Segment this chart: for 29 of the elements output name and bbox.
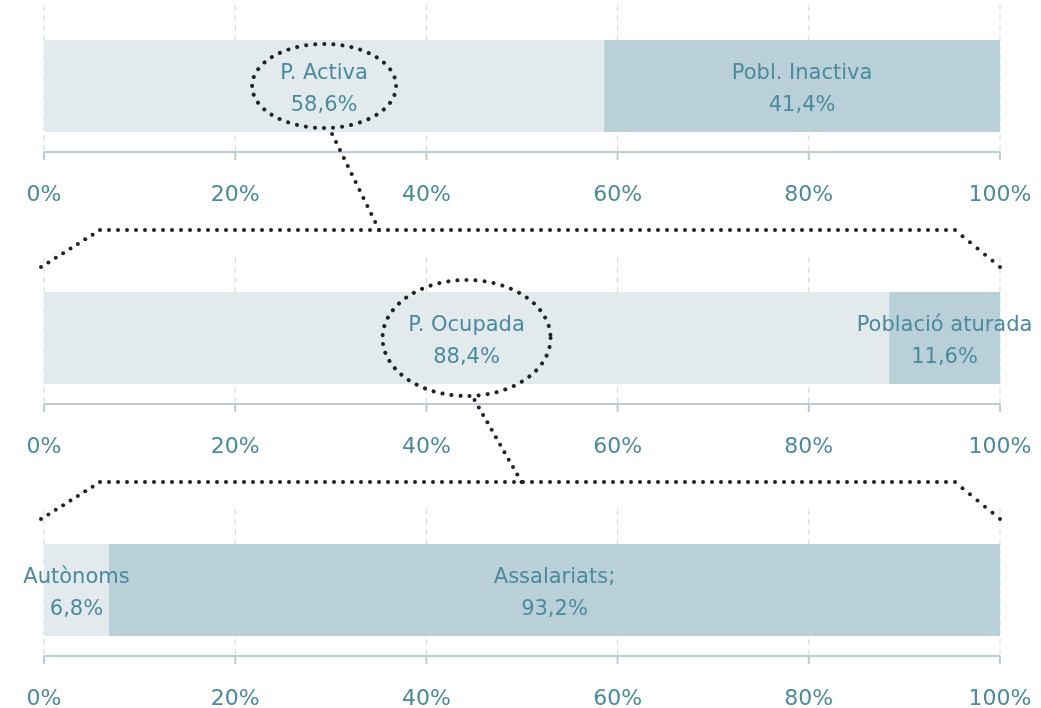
data-label: 41,4%: [768, 92, 836, 116]
data-label: 11,6%: [911, 344, 978, 368]
data-label: 93,2%: [521, 596, 588, 620]
x-tick-label: 100%: [968, 433, 1032, 458]
x-tick-label: 60%: [593, 685, 643, 708]
x-tick-label: 40%: [401, 433, 451, 458]
x-tick-label: 80%: [784, 181, 834, 206]
series-label: P. Ocupada: [408, 312, 525, 336]
x-tick-label: 20%: [210, 433, 260, 458]
x-tick-label: 60%: [593, 181, 643, 206]
x-tick-label: 100%: [968, 685, 1032, 708]
data-label: 6,8%: [49, 596, 104, 620]
x-tick-label: 40%: [401, 181, 451, 206]
x-tick-label: 0%: [26, 433, 62, 458]
x-tick-label: 80%: [784, 433, 834, 458]
series-label: Autònoms: [23, 564, 130, 588]
x-tick-label: 100%: [968, 181, 1032, 206]
x-tick-label: 40%: [401, 685, 451, 708]
x-tick-label: 80%: [784, 685, 834, 708]
x-tick-label: 20%: [210, 181, 260, 206]
series-label: Assalariats;: [493, 564, 616, 588]
x-tick-label: 20%: [210, 685, 260, 708]
data-label: 58,6%: [290, 92, 358, 116]
data-label: 88,4%: [433, 344, 500, 368]
x-tick-label: 60%: [593, 433, 643, 458]
series-label: Pobl. Inactiva: [731, 60, 873, 84]
x-tick-label: 0%: [26, 685, 62, 708]
x-tick-label: 0%: [26, 181, 62, 206]
series-label: P. Activa: [280, 60, 368, 84]
